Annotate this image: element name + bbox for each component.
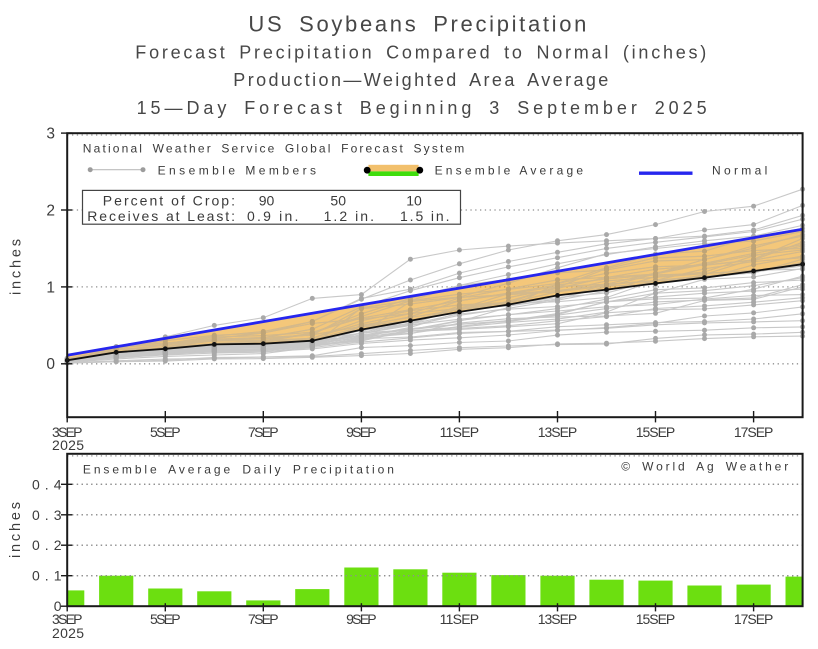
svg-text:11SEP: 11SEP <box>440 424 480 440</box>
svg-text:0.1: 0.1 <box>32 568 62 584</box>
svg-text:1.2 in.: 1.2 in. <box>324 208 374 224</box>
svg-text:90: 90 <box>259 193 275 209</box>
svg-text:0: 0 <box>46 356 55 373</box>
svg-text:2: 2 <box>46 202 55 219</box>
svg-text:17SEP: 17SEP <box>734 611 774 627</box>
svg-text:2025: 2025 <box>52 437 84 453</box>
svg-text:2025: 2025 <box>52 625 84 641</box>
svg-text:7SEP: 7SEP <box>248 611 279 627</box>
svg-text:3: 3 <box>46 126 55 143</box>
svg-text:7SEP: 7SEP <box>248 424 279 440</box>
svg-text:13SEP: 13SEP <box>538 424 578 440</box>
svg-text:0.4: 0.4 <box>32 476 62 492</box>
svg-text:5SEP: 5SEP <box>150 424 181 440</box>
svg-text:11SEP: 11SEP <box>440 611 480 627</box>
svg-text:0.2: 0.2 <box>32 537 62 553</box>
svg-text:9SEP: 9SEP <box>346 611 377 627</box>
svg-text:9SEP: 9SEP <box>346 424 377 440</box>
svg-text:15SEP: 15SEP <box>636 611 676 627</box>
svg-text:0.3: 0.3 <box>32 507 62 523</box>
svg-text:17SEP: 17SEP <box>734 424 774 440</box>
svg-text:50: 50 <box>330 193 346 209</box>
svg-text:5SEP: 5SEP <box>150 611 181 627</box>
svg-text:Production—Weighted Area Avera: Production—Weighted Area Average <box>233 70 608 90</box>
svg-text:National Weather Service Globa: National Weather Service Global Forecast… <box>83 142 465 156</box>
svg-text:Ensemble Average: Ensemble Average <box>435 164 584 178</box>
svg-text:13SEP: 13SEP <box>538 611 578 627</box>
svg-text:1: 1 <box>46 279 55 296</box>
svg-text:Receives at Least:: Receives at Least: <box>87 208 235 224</box>
svg-text:15SEP: 15SEP <box>636 424 676 440</box>
svg-text:1.5 in.: 1.5 in. <box>400 208 450 224</box>
svg-text:0.9 in.: 0.9 in. <box>247 208 298 224</box>
svg-text:10: 10 <box>406 193 422 209</box>
